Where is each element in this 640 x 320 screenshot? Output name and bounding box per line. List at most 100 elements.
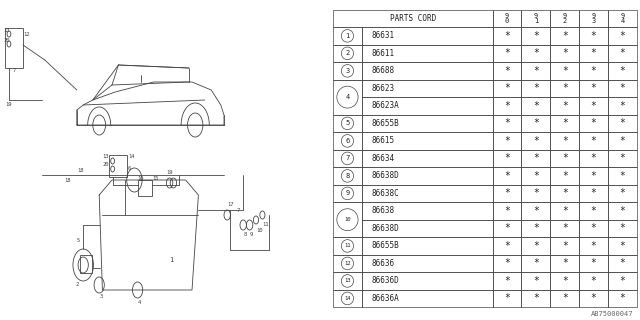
Bar [493, 150, 522, 167]
Text: 4: 4 [138, 300, 141, 305]
Bar [579, 97, 608, 115]
Text: 7: 7 [13, 68, 16, 73]
Text: 86615: 86615 [371, 136, 395, 145]
Text: 9
0: 9 0 [505, 12, 509, 24]
Text: 1: 1 [170, 257, 174, 263]
Bar [362, 62, 493, 80]
Bar [608, 97, 637, 115]
Bar [333, 202, 362, 237]
Bar [362, 132, 493, 150]
Text: *: * [620, 118, 625, 128]
Bar [333, 115, 362, 132]
Text: *: * [533, 136, 539, 146]
Bar [522, 167, 550, 185]
Text: *: * [591, 153, 596, 164]
Text: 9: 9 [346, 190, 349, 196]
Text: *: * [620, 223, 625, 233]
Bar [550, 115, 579, 132]
Bar [493, 97, 522, 115]
Bar [550, 272, 579, 290]
Bar [493, 115, 522, 132]
Text: 86688: 86688 [371, 66, 395, 76]
Text: *: * [562, 66, 568, 76]
Text: *: * [562, 101, 568, 111]
Bar [579, 167, 608, 185]
Bar [493, 185, 522, 202]
Text: 11: 11 [344, 244, 351, 248]
Text: 13: 13 [344, 278, 351, 284]
Bar [550, 237, 579, 255]
Text: 86655B: 86655B [371, 241, 399, 251]
Text: *: * [620, 293, 625, 303]
Bar [362, 272, 493, 290]
Bar [362, 97, 493, 115]
Bar [608, 27, 637, 44]
Text: *: * [562, 31, 568, 41]
Text: *: * [504, 118, 510, 128]
Text: *: * [504, 66, 510, 76]
Text: *: * [533, 188, 539, 198]
Bar [522, 202, 550, 220]
Bar [550, 290, 579, 307]
Text: 14: 14 [128, 155, 134, 159]
Bar [608, 185, 637, 202]
Text: *: * [562, 171, 568, 181]
Text: 86636: 86636 [371, 259, 395, 268]
Text: *: * [620, 188, 625, 198]
Text: 13: 13 [102, 155, 109, 159]
Bar [579, 220, 608, 237]
Bar [522, 220, 550, 237]
Text: 86636A: 86636A [371, 294, 399, 303]
Bar [333, 10, 493, 27]
Text: 10: 10 [256, 228, 262, 233]
Bar [550, 44, 579, 62]
Bar [362, 44, 493, 62]
Text: 17: 17 [227, 203, 234, 207]
Text: *: * [620, 31, 625, 41]
Text: 5: 5 [77, 237, 80, 243]
Bar [362, 237, 493, 255]
Text: *: * [533, 31, 539, 41]
Bar [493, 132, 522, 150]
Text: 86638D: 86638D [371, 172, 399, 180]
Bar [579, 44, 608, 62]
Bar [493, 62, 522, 80]
Bar [608, 62, 637, 80]
Text: 18: 18 [64, 178, 70, 182]
Text: *: * [591, 48, 596, 58]
Bar [522, 97, 550, 115]
Text: *: * [504, 48, 510, 58]
Bar [493, 202, 522, 220]
Text: *: * [562, 48, 568, 58]
Bar [522, 132, 550, 150]
Bar [333, 167, 362, 185]
Text: *: * [504, 31, 510, 41]
Bar [579, 115, 608, 132]
Text: *: * [591, 171, 596, 181]
Bar [362, 27, 493, 44]
Bar [493, 10, 522, 27]
Text: *: * [504, 241, 510, 251]
Text: *: * [562, 84, 568, 93]
Text: 9
4: 9 4 [620, 12, 625, 24]
Text: *: * [591, 136, 596, 146]
Text: *: * [533, 48, 539, 58]
Bar [333, 255, 362, 272]
Text: 13: 13 [3, 28, 10, 33]
Bar [550, 10, 579, 27]
Bar [493, 272, 522, 290]
Text: *: * [591, 223, 596, 233]
Text: *: * [620, 171, 625, 181]
Bar [522, 115, 550, 132]
Text: 9
1: 9 1 [534, 12, 538, 24]
Text: *: * [562, 241, 568, 251]
Bar [550, 202, 579, 220]
Bar [138, 180, 152, 196]
Bar [333, 80, 362, 115]
Text: *: * [591, 241, 596, 251]
Text: 86631: 86631 [371, 31, 395, 40]
Text: 86638: 86638 [371, 206, 395, 215]
Bar [608, 220, 637, 237]
Text: *: * [591, 31, 596, 41]
Text: 15: 15 [152, 175, 159, 180]
